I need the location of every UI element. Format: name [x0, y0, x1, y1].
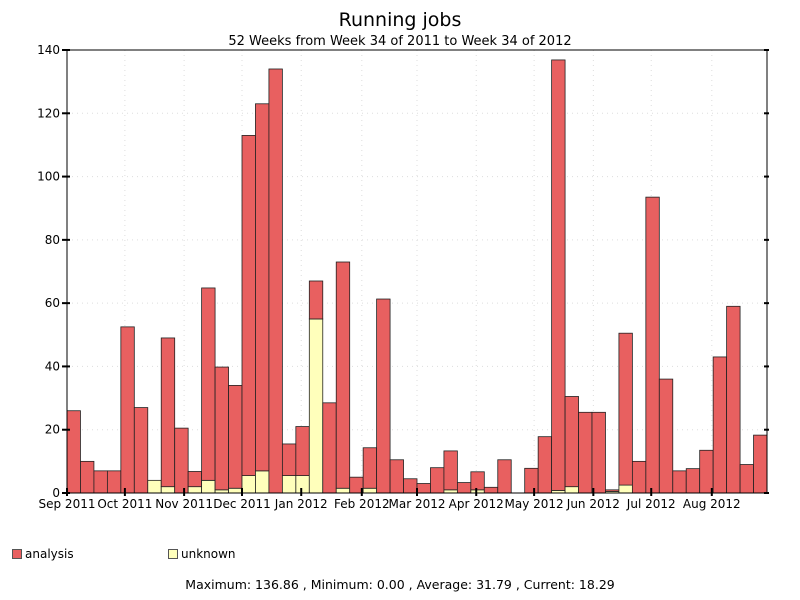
bar-analysis [214, 366, 229, 491]
bar-analysis [93, 470, 108, 494]
x-tick-label: Oct 2011 [97, 497, 152, 511]
x-tick-label: Feb 2012 [334, 497, 390, 511]
bar-analysis [726, 305, 741, 494]
bar-analysis [658, 378, 674, 494]
bar-analysis [524, 467, 539, 494]
bar-analysis [483, 486, 499, 494]
bar-analysis [578, 411, 593, 494]
bar-analysis [160, 337, 176, 488]
bar-unknown [241, 475, 256, 494]
bar-analysis [255, 103, 270, 472]
bar-analysis [106, 470, 122, 494]
y-tick-label: 140 [37, 43, 60, 57]
x-tick-label: Jun 2012 [566, 497, 620, 511]
bar-analysis [295, 426, 310, 476]
legend-item-unknown: unknown [168, 547, 236, 561]
bar-analysis [201, 287, 216, 481]
bar-unknown [564, 486, 579, 494]
bar-unknown [308, 318, 324, 494]
bar-analysis [187, 471, 203, 488]
bar-unknown [362, 487, 378, 494]
bar-analysis [228, 385, 243, 489]
bar-unknown [160, 486, 176, 494]
bar-analysis [753, 434, 768, 494]
x-tick-label: Aug 2012 [683, 497, 741, 511]
x-tick-label: Jul 2012 [626, 497, 676, 511]
bar-unknown [147, 479, 162, 494]
bar-analysis [430, 467, 445, 494]
bar-analysis [456, 482, 472, 494]
x-tick-label: Nov 2011 [155, 497, 213, 511]
bar-unknown [295, 475, 310, 494]
bar-analysis [416, 483, 431, 494]
bar-analysis [268, 68, 283, 494]
bar-analysis [672, 470, 687, 494]
x-tick-label: May 2012 [505, 497, 564, 511]
y-tick-label: 60 [45, 296, 60, 310]
y-tick-label: 120 [37, 106, 60, 120]
bar-analysis [322, 402, 337, 494]
bar-analysis [618, 332, 633, 486]
bar-analysis [335, 261, 351, 489]
bar-analysis [591, 411, 606, 494]
bar-analysis [133, 407, 149, 494]
bar-analysis [66, 410, 81, 494]
bar-analysis [376, 298, 391, 494]
x-tick-label: Mar 2012 [389, 497, 446, 511]
bar-analysis [470, 471, 485, 491]
bar-unknown [335, 487, 351, 494]
bar-unknown [228, 487, 243, 494]
legend-label-analysis: analysis [25, 547, 74, 561]
bar-analysis [497, 459, 512, 494]
bar-analysis [308, 280, 324, 320]
chart-title: Running jobs [338, 9, 462, 31]
bar-unknown [618, 484, 633, 494]
bar-analysis [564, 396, 579, 488]
bar-analysis [80, 460, 95, 494]
bar-analysis [443, 450, 458, 491]
bar-analysis [739, 464, 754, 494]
bar-analysis [712, 356, 728, 494]
bar-analysis [403, 478, 418, 494]
bar-analysis [281, 443, 297, 476]
x-tick-label: Apr 2012 [449, 497, 504, 511]
legend-swatch-unknown [168, 549, 178, 559]
bar-unknown [187, 486, 203, 494]
chart-subtitle: 52 Weeks from Week 34 of 2011 to Week 34… [228, 34, 572, 49]
bar-analysis [174, 427, 189, 494]
bar-analysis [551, 59, 566, 491]
legend-label-unknown: unknown [181, 547, 236, 561]
bar-analysis [645, 196, 660, 494]
legend-swatch-analysis [12, 549, 22, 559]
bar-analysis [631, 460, 647, 494]
bar-analysis [241, 135, 256, 476]
bar-unknown [281, 475, 297, 494]
bar-analysis [362, 447, 378, 489]
y-tick-label: 40 [45, 359, 60, 373]
x-tick-label: Dec 2011 [213, 497, 271, 511]
bar-unknown [255, 470, 270, 494]
y-tick-label: 100 [37, 170, 60, 184]
bar-analysis [389, 459, 404, 494]
bar-analysis [699, 449, 714, 494]
bar-analysis [685, 468, 701, 494]
y-tick-label: 0 [52, 486, 60, 500]
legend-item-analysis: analysis [12, 547, 74, 561]
y-tick-label: 80 [45, 233, 60, 247]
bar-unknown [201, 479, 216, 494]
y-tick-label: 20 [45, 423, 60, 437]
x-tick-label: Jan 2012 [274, 497, 328, 511]
x-tick-label: Sep 2011 [39, 497, 96, 511]
summary-stats: Maximum: 136.86 , Minimum: 0.00 , Averag… [185, 577, 615, 592]
bar-analysis [605, 489, 620, 492]
bar-analysis [537, 436, 553, 494]
bar-analysis [120, 326, 135, 494]
